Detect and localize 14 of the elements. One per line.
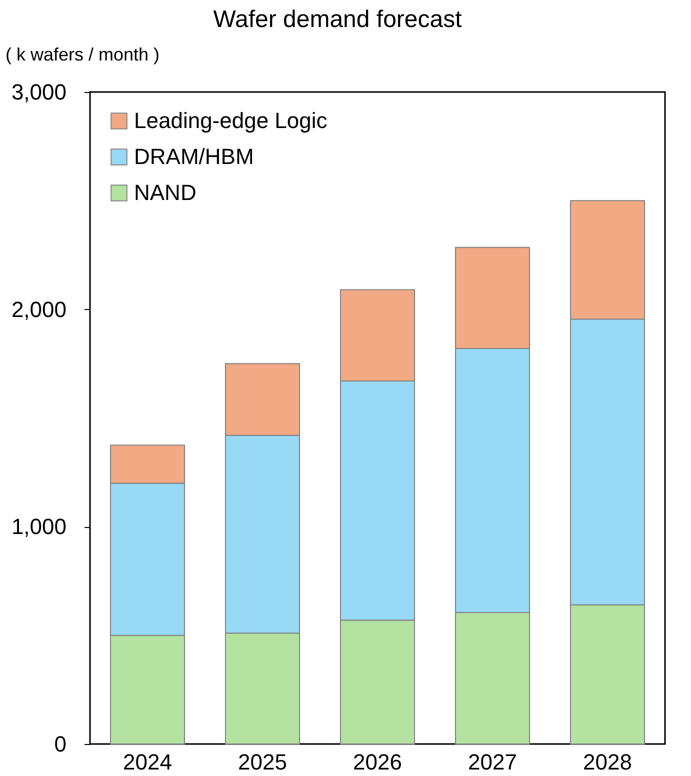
legend-label: NAND [134, 180, 196, 205]
y-tick-label: 0 [54, 732, 66, 756]
x-tick-label: 2024 [123, 750, 172, 774]
legend-label: DRAM/HBM [134, 144, 254, 169]
y-tick-label: 3,000 [11, 80, 66, 104]
x-tick-label: 2026 [353, 750, 402, 774]
y-axis-title: ( k wafers / month ) [6, 44, 160, 64]
legend-label: Leading-edge Logic [134, 108, 328, 133]
chart-title: Wafer demand forecast [213, 6, 462, 33]
x-tick-label: 2025 [238, 750, 287, 774]
x-tick-label: 2028 [583, 750, 632, 774]
y-tick-label: 2,000 [11, 296, 66, 322]
x-tick-label: 2027 [468, 750, 517, 774]
y-tick-label: 1,000 [11, 514, 66, 540]
